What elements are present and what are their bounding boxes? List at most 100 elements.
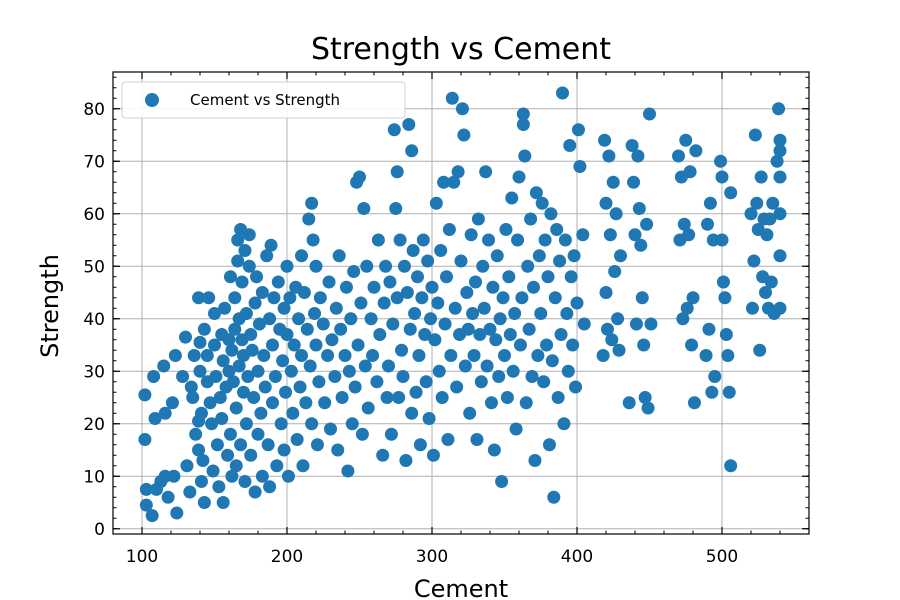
data-point	[393, 233, 407, 247]
data-point	[308, 307, 322, 320]
y-tick-label: 30	[83, 362, 105, 382]
data-point	[206, 464, 220, 478]
data-point	[248, 485, 262, 499]
data-point	[351, 338, 365, 352]
data-point	[773, 301, 787, 315]
data-point	[170, 506, 184, 520]
data-point	[161, 490, 175, 504]
data-point	[354, 296, 368, 310]
data-point	[599, 196, 613, 210]
data-point	[145, 509, 159, 523]
data-point	[505, 191, 519, 205]
data-point	[165, 396, 179, 410]
data-point	[516, 107, 530, 121]
data-point	[573, 160, 587, 173]
data-point	[277, 301, 291, 315]
data-point	[547, 490, 561, 504]
data-point	[348, 380, 362, 394]
data-point	[312, 375, 326, 389]
data-point	[679, 133, 693, 147]
data-point	[503, 328, 517, 341]
data-point	[532, 249, 546, 263]
data-point	[370, 375, 384, 389]
data-point	[280, 259, 294, 273]
data-point	[643, 107, 656, 121]
data-point	[744, 207, 758, 221]
data-point	[200, 349, 214, 362]
data-point	[424, 312, 438, 326]
data-point	[450, 380, 464, 394]
data-point	[396, 370, 410, 383]
data-point	[216, 496, 230, 509]
data-point	[524, 212, 538, 226]
data-point	[428, 333, 442, 347]
data-point	[687, 396, 701, 410]
data-point	[274, 417, 288, 431]
data-point	[387, 123, 401, 137]
data-point	[745, 301, 759, 315]
data-point	[196, 454, 210, 467]
data-point	[313, 291, 327, 305]
data-point	[544, 207, 558, 221]
data-point	[525, 370, 539, 383]
data-point	[718, 291, 732, 305]
data-point	[763, 212, 777, 226]
data-point	[474, 375, 488, 389]
data-point	[283, 291, 297, 305]
data-point	[434, 244, 448, 257]
data-point	[766, 196, 780, 210]
data-point	[187, 349, 201, 362]
legend: Cement vs Strength	[121, 81, 406, 119]
data-point	[183, 485, 197, 499]
data-point	[492, 370, 506, 383]
data-point	[295, 349, 308, 362]
y-axis-label: Strength	[36, 254, 64, 358]
data-point	[605, 333, 619, 347]
data-point	[522, 322, 536, 336]
data-point	[454, 254, 468, 268]
data-point	[680, 301, 694, 315]
data-point	[476, 259, 490, 273]
data-point	[321, 349, 335, 362]
data-point	[237, 385, 250, 399]
data-point	[714, 154, 728, 168]
data-point	[629, 317, 643, 331]
data-point	[550, 223, 564, 236]
data-point	[261, 438, 275, 452]
data-point	[722, 385, 736, 399]
data-point	[563, 139, 577, 152]
data-point	[554, 328, 568, 341]
data-point	[545, 354, 559, 368]
data-point	[328, 370, 342, 383]
data-point	[702, 322, 716, 336]
data-point	[566, 338, 580, 352]
data-point	[248, 296, 262, 310]
x-axis-label: Cement	[414, 575, 508, 600]
data-point	[252, 317, 266, 331]
data-point	[747, 254, 761, 268]
data-point	[703, 196, 717, 210]
data-point	[250, 270, 264, 284]
data-point	[773, 207, 787, 221]
data-point	[334, 322, 348, 336]
data-point	[558, 233, 572, 247]
data-point	[498, 349, 511, 362]
data-point	[551, 391, 565, 404]
data-point	[773, 144, 787, 158]
data-point	[500, 391, 514, 404]
data-point	[509, 422, 523, 436]
data-point	[239, 417, 253, 431]
data-point	[218, 301, 232, 315]
data-point	[754, 170, 768, 184]
data-point	[685, 338, 699, 352]
data-point	[408, 307, 422, 320]
y-tick-label: 70	[83, 152, 105, 172]
data-point	[721, 349, 735, 362]
data-point	[431, 296, 445, 310]
data-point	[292, 312, 306, 326]
data-point	[599, 286, 613, 299]
data-point	[516, 118, 530, 131]
data-point	[631, 149, 645, 163]
data-point	[724, 459, 738, 473]
data-point	[682, 228, 696, 242]
